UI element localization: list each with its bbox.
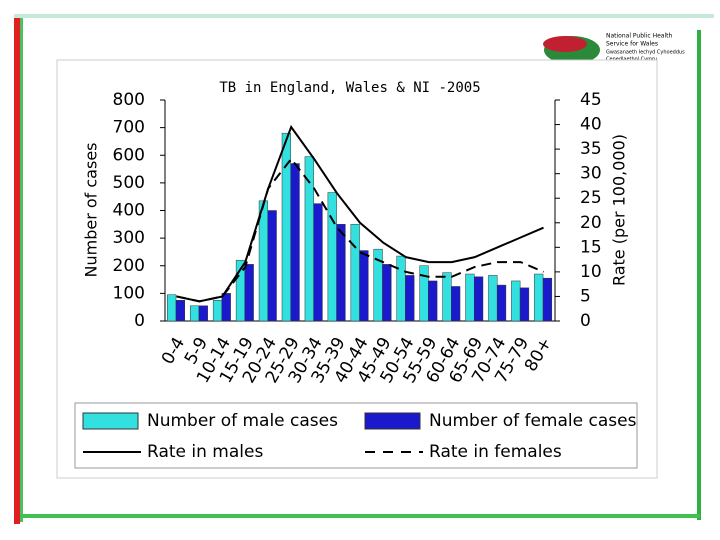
bar	[336, 224, 346, 322]
bar	[451, 286, 461, 322]
bar	[212, 300, 223, 322]
y-tick-label: 300	[113, 228, 145, 248]
frame-right	[697, 30, 701, 520]
y-tick-label: 200	[113, 256, 145, 276]
bar	[465, 273, 475, 322]
y2-tick-label: 40	[580, 115, 602, 135]
bar	[382, 264, 392, 322]
logo-text: Service for Wales	[606, 41, 658, 48]
bar	[496, 284, 507, 322]
line	[176, 124, 544, 303]
y2-tick-label: 45	[580, 90, 602, 110]
bar	[359, 250, 369, 322]
logo-mark	[543, 36, 587, 52]
legend-label: Number of male cases	[147, 411, 338, 431]
bar	[175, 300, 185, 322]
y-tick-label: 500	[113, 173, 145, 193]
bar	[189, 305, 200, 322]
bar	[244, 264, 254, 322]
bar	[198, 305, 208, 322]
bar	[419, 265, 429, 322]
y-tick-label: 400	[113, 201, 145, 221]
logo-text: Gwasanaeth Iechyd Cyhoeddus	[606, 50, 685, 56]
frame-left-inner	[20, 18, 23, 522]
bar	[473, 276, 484, 322]
bar	[327, 192, 337, 322]
bar	[290, 163, 300, 322]
bar	[396, 255, 406, 322]
legend-label: Number of female cases	[429, 411, 637, 431]
legend-label: Rate in females	[429, 442, 562, 462]
y-tick-label: 600	[113, 145, 145, 165]
bar	[519, 287, 530, 322]
frame-left	[14, 14, 20, 524]
y-tick-label: 0	[134, 311, 145, 331]
bar	[267, 210, 277, 322]
bar	[442, 272, 452, 322]
frame-top	[14, 14, 714, 18]
bar	[350, 224, 360, 322]
bar	[428, 280, 438, 322]
logo-text: National Public Health	[606, 33, 672, 40]
bar	[511, 280, 521, 322]
y-axis-label: Number of cases	[82, 143, 101, 278]
legend-swatch	[82, 412, 139, 430]
y2-tick-label: 20	[580, 213, 602, 233]
frame-bottom	[20, 514, 700, 518]
y-tick-label: 100	[113, 283, 145, 303]
bar	[405, 275, 415, 322]
y2-tick-label: 25	[580, 188, 602, 208]
legend-swatch	[364, 412, 421, 430]
y-tick-label: 700	[113, 118, 145, 138]
y2-tick-label: 35	[580, 139, 602, 159]
y2-tick-label: 30	[580, 164, 602, 184]
y-tick-label: 800	[113, 90, 145, 110]
chart-title: TB in England, Wales & NI -2005	[219, 80, 480, 96]
y2-tick-label: 10	[580, 262, 602, 282]
bar	[167, 294, 177, 322]
bar	[542, 277, 553, 322]
y2-tick-label: 5	[580, 286, 591, 306]
bar	[221, 293, 231, 322]
y2-axis-label: Rate (per 100,000)	[610, 134, 629, 286]
y2-tick-label: 15	[580, 237, 602, 257]
bar	[534, 273, 544, 322]
bar	[313, 203, 323, 322]
line	[176, 157, 544, 303]
legend	[74, 402, 638, 469]
y2-tick-label: 0	[580, 311, 591, 331]
legend-label: Rate in males	[147, 442, 263, 462]
bar	[488, 275, 498, 322]
